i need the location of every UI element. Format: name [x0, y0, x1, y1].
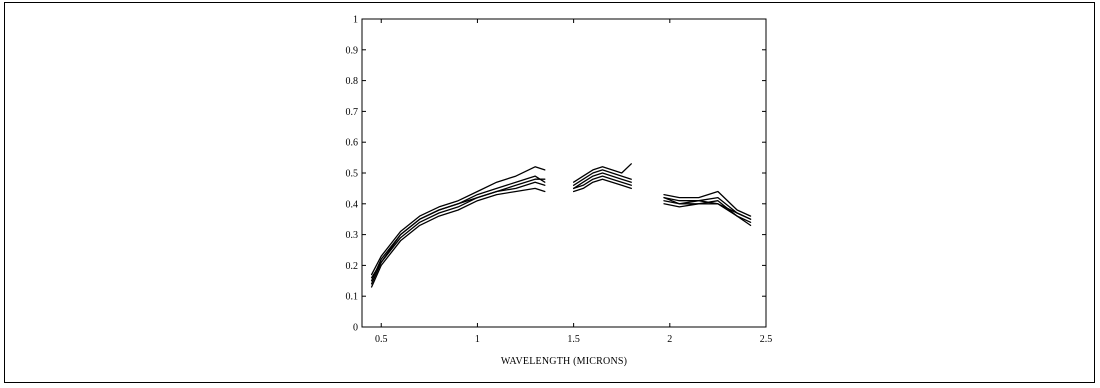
y-tick-label: 0.5 — [346, 169, 359, 180]
series-5-segment-1 — [370, 178, 546, 279]
x-axis-title: WAVELENGTH (MICRONS) — [501, 356, 627, 367]
x-tick-label: 1.5 — [567, 334, 580, 345]
plot-area — [361, 18, 767, 328]
series-3-segment-3 — [663, 190, 752, 217]
x-tick-label: 1 — [475, 334, 480, 345]
series-4-segment-3 — [663, 196, 752, 220]
series-1-segment-2 — [572, 169, 632, 186]
figure-frame — [4, 2, 1095, 383]
series-3-segment-2 — [572, 163, 632, 183]
y-tick-label: 0.7 — [346, 107, 359, 118]
y-tick-label: 0.3 — [346, 230, 359, 241]
x-axis: 0.5 1 1.5 2 2.5 — [375, 19, 772, 345]
y-tick-label: 0.4 — [346, 199, 359, 210]
x-tick-label: 0.5 — [375, 334, 388, 345]
series-2-segment-2 — [572, 178, 632, 193]
series-4-segment-1 — [370, 181, 546, 285]
series-1-segment-1 — [370, 175, 546, 282]
y-tick-label: 0.6 — [346, 138, 359, 149]
series-5-segment-3 — [663, 203, 752, 227]
series-group — [370, 163, 752, 288]
series-5-segment-2 — [572, 172, 632, 190]
y-tick-label: 1 — [353, 15, 358, 26]
x-tick-label: 2.5 — [760, 334, 773, 345]
y-tick-label: 0.8 — [346, 76, 359, 87]
y-tick-label: 0.2 — [346, 261, 359, 272]
series-2-segment-1 — [370, 187, 546, 288]
x-tick-label: 2 — [667, 334, 672, 345]
series-4-segment-2 — [572, 175, 632, 190]
y-axis: 0 0.1 0.2 0.3 0.4 0.5 0.6 0.7 0.8 0.9 1 — [346, 15, 766, 334]
y-tick-label: 0 — [353, 323, 358, 334]
y-tick-label: 0.9 — [346, 45, 359, 56]
y-tick-label: 0.1 — [346, 292, 359, 303]
series-3-segment-1 — [370, 166, 546, 276]
